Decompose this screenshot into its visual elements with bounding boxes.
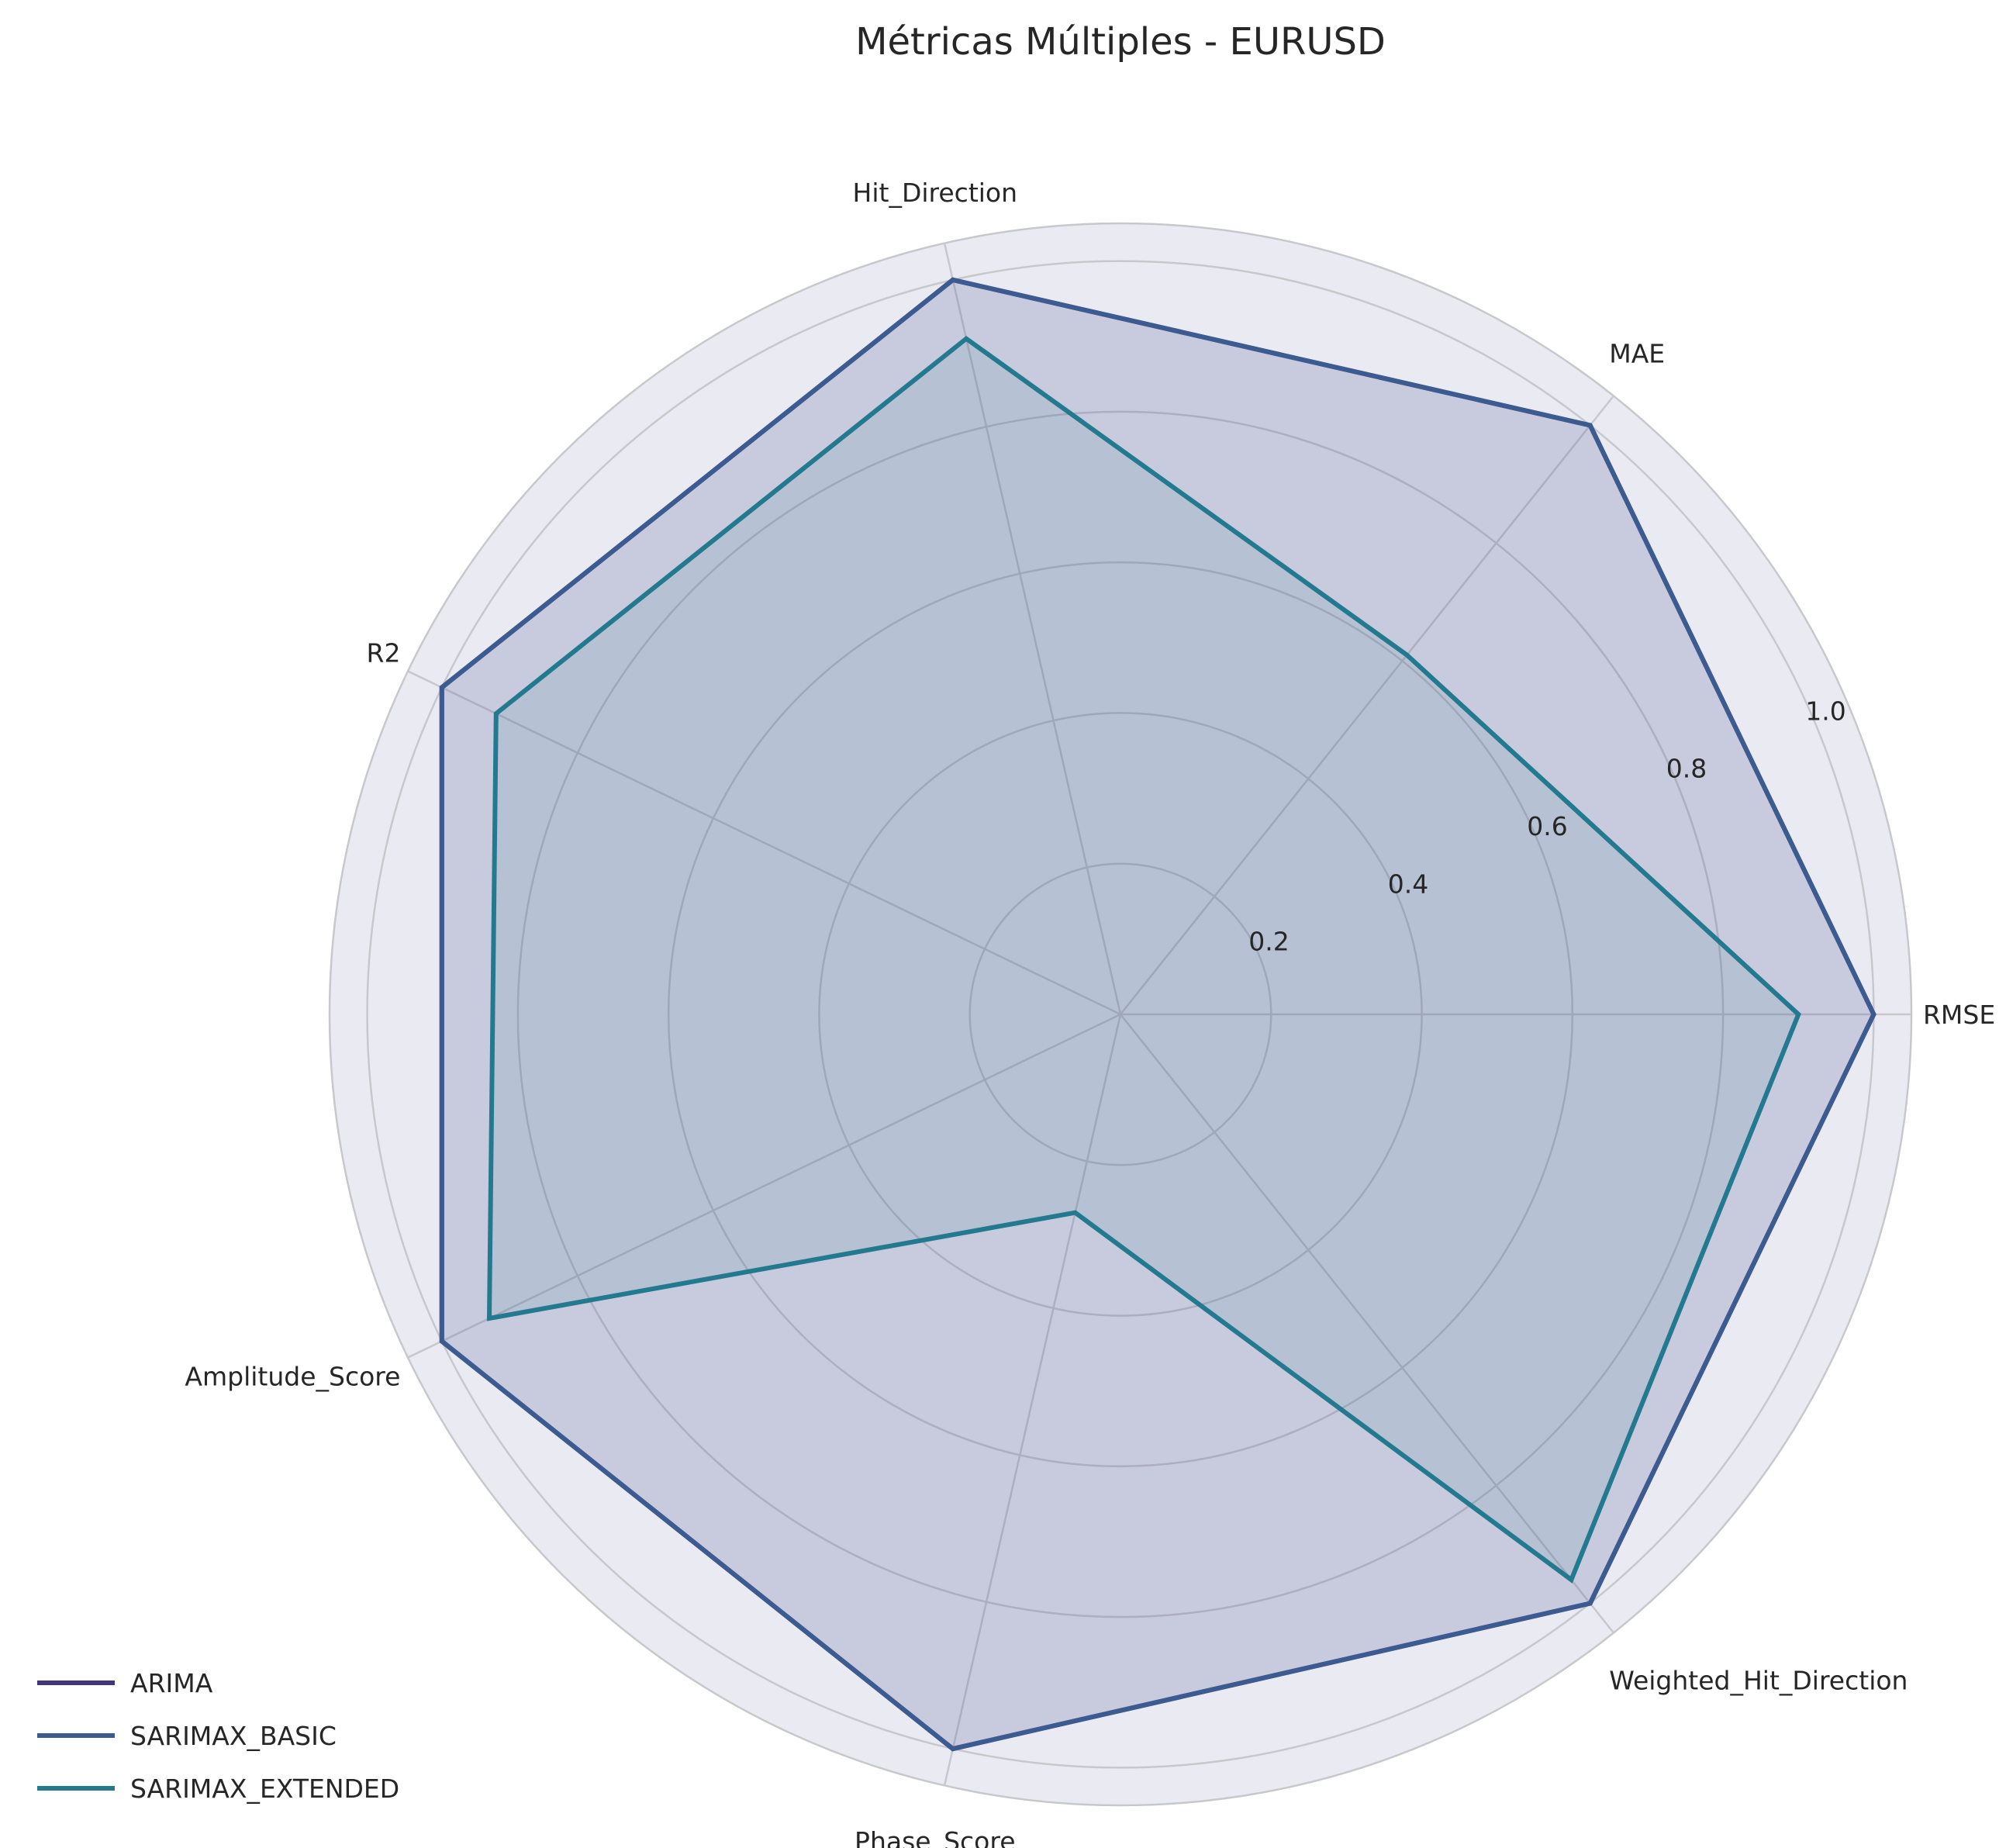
- axis-label-r2: R2: [367, 638, 401, 668]
- spoke-amplitude-score: [407, 1013, 1121, 1359]
- r-tick-label: 0.4: [1388, 869, 1428, 899]
- spoke-r2: [407, 670, 1121, 1016]
- spoke-hit-direction: [943, 243, 1122, 1015]
- series-lines: [439, 277, 1877, 1752]
- spoke-phase-score: [943, 1014, 1122, 1786]
- r-tick-label: 0.8: [1666, 754, 1707, 784]
- radial-tick-labels: 0.2 0.4 0.6 0.8 1.0: [1248, 696, 1845, 956]
- series-fill-sarimax-basic: [441, 279, 1874, 1750]
- axis-label-mae: MAE: [1609, 339, 1665, 369]
- series-fills: [441, 279, 1874, 1750]
- axis-label-amplitude-score: Amplitude_Score: [185, 1361, 400, 1391]
- r-tick-label: 0.2: [1248, 927, 1289, 957]
- axis-labels: RMSE MAE Hit_Direction R2 Amplitude_Score Pha…: [185, 178, 1995, 1848]
- series-line-sarimax-extended: [486, 335, 1801, 1584]
- r-tick-label: 1.0: [1805, 696, 1845, 726]
- legend-label-sarimax-basic: SARIMAX_BASIC: [130, 1721, 337, 1751]
- axis-label-rmse: RMSE: [1923, 1000, 1995, 1030]
- spoke-mae: [1120, 395, 1614, 1015]
- legend-label-sarimax-extended: SARIMAX_EXTENDED: [130, 1774, 399, 1804]
- series-line-sarimax-basic: [439, 277, 1877, 1752]
- series-fill-arima: [441, 279, 1874, 1750]
- legend-label-arima: ARIMA: [130, 1668, 213, 1698]
- grid: [328, 222, 1913, 1807]
- axis-label-phase-score: Phase_Score: [855, 1826, 1015, 1848]
- spoke-weighted-hit-direction: [1120, 1014, 1614, 1634]
- chart-title: Métricas Múltiples - EURUSD: [855, 20, 1386, 64]
- axis-label-hit-direction: Hit_Direction: [853, 178, 1018, 208]
- axis-label-weighted-hit-direction: Weighted_Hit_Direction: [1609, 1665, 1908, 1695]
- series-fill-sarimax-extended: [489, 338, 1799, 1580]
- legend: ARIMA SARIMAX_BASIC SARIMAX_EXTENDED: [37, 1668, 399, 1804]
- r-tick-label: 0.6: [1527, 811, 1567, 841]
